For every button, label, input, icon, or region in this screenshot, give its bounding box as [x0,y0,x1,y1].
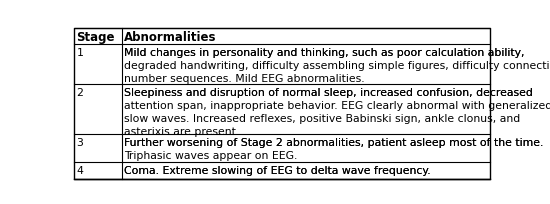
Text: 1: 1 [76,48,83,58]
Text: Stage: Stage [76,31,115,44]
Text: 2: 2 [76,87,83,97]
Text: Further worsening of Stage 2 abnormalities, patient asleep most of the time.: Further worsening of Stage 2 abnormaliti… [124,137,543,147]
Text: Coma. Extreme slowing of EEG to delta wave frequency.: Coma. Extreme slowing of EEG to delta wa… [124,165,431,175]
Text: Mild changes in personality and thinking, such as poor calculation ability,: Mild changes in personality and thinking… [124,48,525,58]
Text: Further worsening of Stage 2 abnormalities, patient asleep most of the time.
Tri: Further worsening of Stage 2 abnormaliti… [124,137,543,160]
Text: 3: 3 [76,137,83,147]
Text: Coma. Extreme slowing of EEG to delta wave frequency.: Coma. Extreme slowing of EEG to delta wa… [124,165,431,175]
Text: Sleepiness and disruption of normal sleep, increased confusion, decreased: Sleepiness and disruption of normal slee… [124,87,533,97]
Text: Mild changes in personality and thinking, such as poor calculation ability,
degr: Mild changes in personality and thinking… [124,48,550,84]
Text: Sleepiness and disruption of normal sleep, increased confusion, decreased
attent: Sleepiness and disruption of normal slee… [124,87,550,136]
Text: Abnormalities: Abnormalities [124,31,217,44]
Text: 4: 4 [76,165,83,175]
